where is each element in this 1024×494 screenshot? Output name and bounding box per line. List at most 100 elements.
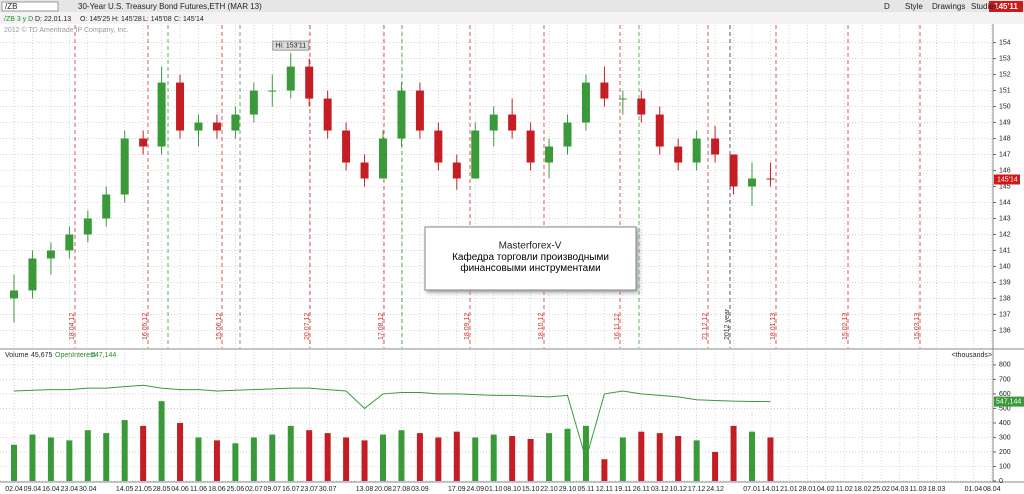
- volume-bar: [11, 444, 17, 481]
- y-tick-label: 140: [999, 263, 1011, 270]
- volume-bar: [435, 437, 442, 481]
- hi-box: [272, 40, 310, 51]
- x-tick-label: 19.11: [614, 486, 631, 493]
- candle-body: [711, 138, 720, 155]
- event-label: 18.09.12: [464, 313, 471, 340]
- info: C: 145'14: [174, 16, 204, 23]
- candle-body: [28, 258, 37, 291]
- x-tick-label: 18.06: [208, 486, 226, 493]
- candle-body: [10, 290, 18, 299]
- volume-bar: [140, 425, 147, 481]
- event-label: 15.03.13: [914, 313, 921, 340]
- x-tick-label: 12.11: [596, 486, 613, 493]
- y-tick-label: 151: [999, 87, 1011, 94]
- x-tick-label: 17.09: [448, 486, 466, 493]
- volume-bar: [84, 430, 91, 481]
- x-tick-label: 02.07: [245, 486, 263, 493]
- x-tick-label: 11.06: [190, 486, 207, 493]
- candle-body: [655, 114, 664, 147]
- last-tag: [994, 174, 1020, 185]
- volume-bar: [527, 438, 534, 481]
- y-tick-label: 0: [999, 478, 1003, 485]
- volume-bar: [619, 437, 626, 481]
- y-tick-label: 152: [999, 71, 1011, 78]
- y-tick-label: 142: [999, 231, 1011, 238]
- candle-body: [692, 138, 701, 163]
- symbol-box[interactable]: [1, 1, 59, 12]
- info: L: 145'08: [143, 16, 172, 23]
- x-tick-label: 30.07: [319, 486, 337, 493]
- volume-bar: [195, 437, 202, 481]
- candle-body: [415, 90, 424, 131]
- x-tick-label: 01.04: [965, 486, 983, 493]
- volume-bar: [509, 436, 516, 481]
- candle-body: [212, 122, 221, 131]
- tool[interactable]: D: [884, 2, 890, 11]
- candle-body: [102, 194, 111, 219]
- note-title: Masterforex-V: [499, 241, 562, 252]
- last-box: [989, 1, 1023, 12]
- candle-body: [379, 138, 387, 179]
- note-text: Кафедра торговли производными финансовым…: [452, 252, 609, 274]
- oi-value: 547,144: [91, 352, 116, 359]
- event-label: 20.07.12: [304, 313, 311, 340]
- x-tick-label: 24.12: [706, 486, 724, 493]
- candle-body: [563, 122, 572, 147]
- x-tick-label: 17.12: [688, 486, 706, 493]
- volume-bar: [767, 437, 774, 481]
- candle-body: [249, 90, 258, 115]
- candle-body: [46, 250, 55, 259]
- y-tick-label: 400: [999, 420, 1011, 427]
- volume-bar: [693, 440, 700, 481]
- event-label: 15.02.13: [842, 313, 849, 340]
- candle-body: [748, 178, 756, 187]
- volume-bar: [398, 430, 405, 481]
- volume-bar: [730, 425, 737, 481]
- x-tick-label: 23.04: [61, 486, 79, 493]
- candle-body: [471, 130, 480, 179]
- info: /ZB 3 y D: [4, 16, 33, 23]
- event-label: 15.06.12: [216, 313, 223, 340]
- y-tick-label: 138: [999, 295, 1011, 302]
- candle-body: [194, 122, 203, 131]
- candle-body: [120, 138, 129, 195]
- event-label: 17.08.12: [378, 313, 385, 340]
- candle-body: [766, 178, 775, 180]
- oi-line: [13, 384, 771, 462]
- x-tick-label: 11.03: [910, 486, 927, 493]
- x-tick-label: 16.04: [42, 486, 60, 493]
- volume-bar: [564, 428, 571, 481]
- y-tick-label: 137: [999, 311, 1011, 318]
- x-tick-label: 08.10: [503, 486, 521, 493]
- candle-body: [176, 82, 185, 131]
- x-tick-label: 04.06: [171, 486, 189, 493]
- candle-body: [637, 98, 646, 115]
- y-tick-label: 141: [999, 247, 1011, 254]
- volume-bar: [324, 433, 331, 481]
- last-price: 145'11: [994, 2, 1018, 11]
- volume-bar: [361, 440, 368, 481]
- tool[interactable]: Drawings: [932, 2, 965, 11]
- y-tick-label: 700: [999, 376, 1011, 383]
- event-label: 16.11.12: [614, 313, 621, 340]
- event-label: 18.10.12: [538, 313, 545, 340]
- x-tick-label: 09.04: [24, 486, 42, 493]
- volume-bar: [66, 440, 73, 481]
- oi-legend: OpenInterest: [55, 352, 96, 359]
- y-tick-label: 139: [999, 279, 1011, 286]
- x-tick-label: 27.08: [393, 486, 411, 493]
- candle-body: [545, 146, 554, 163]
- y-tick-label: 200: [999, 449, 1011, 456]
- volume-bar: [416, 433, 423, 481]
- tool[interactable]: Style: [905, 2, 923, 11]
- tool[interactable]: Studies: [971, 2, 998, 11]
- oi-tag: [994, 396, 1024, 407]
- x-tick-label: 07.01: [743, 486, 761, 493]
- x-tick-label: 23.07: [300, 486, 318, 493]
- volume-bar: [29, 434, 36, 481]
- x-tick-label: 09.07: [264, 486, 282, 493]
- volume-bar: [656, 433, 663, 481]
- y-tick-label: 500: [999, 405, 1011, 412]
- x-tick-label: 02.04: [5, 486, 23, 493]
